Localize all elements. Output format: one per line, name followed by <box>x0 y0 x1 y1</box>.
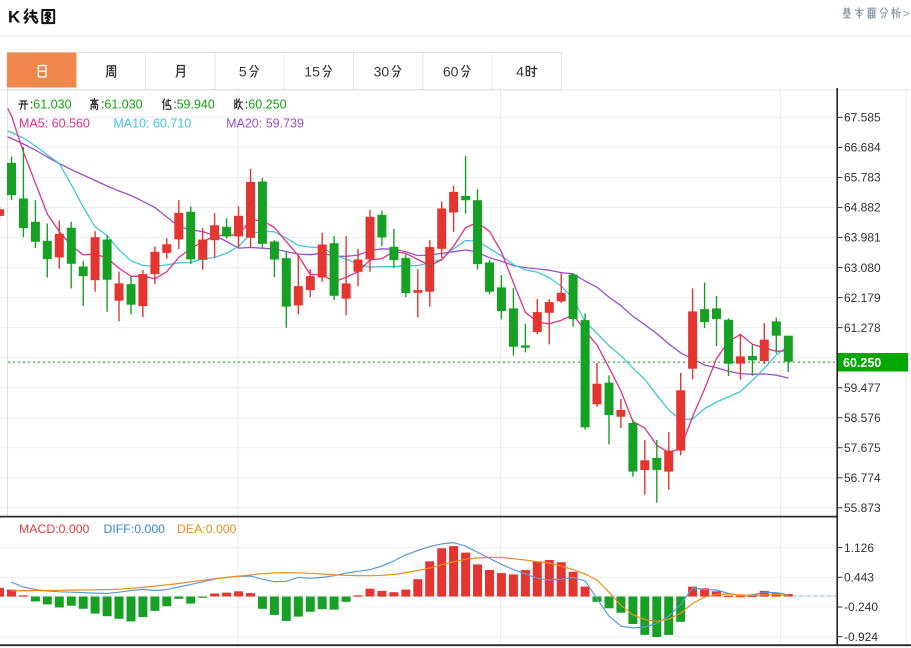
svg-text:-0.240: -0.240 <box>844 600 878 614</box>
svg-text:MA10: 60.710: MA10: 60.710 <box>113 116 191 130</box>
svg-text:MACD:0.000: MACD:0.000 <box>19 522 90 536</box>
svg-text:30: 30 <box>374 64 390 80</box>
svg-text:59.940: 59.940 <box>177 98 215 112</box>
svg-text:15: 15 <box>304 64 320 80</box>
svg-text::: : <box>30 98 33 112</box>
svg-text:4: 4 <box>516 64 524 80</box>
svg-text:1.126: 1.126 <box>844 541 874 555</box>
svg-text::: : <box>245 98 248 112</box>
svg-text:0.443: 0.443 <box>844 571 874 585</box>
svg-text:66.684: 66.684 <box>844 141 881 155</box>
svg-text::: : <box>173 98 176 112</box>
svg-text::: : <box>101 98 104 112</box>
svg-text:59.477: 59.477 <box>844 381 881 395</box>
svg-text:56.774: 56.774 <box>844 471 881 485</box>
svg-text:62.179: 62.179 <box>844 291 881 305</box>
svg-text:64.882: 64.882 <box>844 201 881 215</box>
svg-text:5: 5 <box>239 64 247 80</box>
svg-text:MA5: 60.560: MA5: 60.560 <box>19 116 90 130</box>
svg-text:>: > <box>903 6 910 20</box>
svg-text:57.675: 57.675 <box>844 441 881 455</box>
svg-text:61.030: 61.030 <box>33 98 71 112</box>
svg-text:DEA:0.000: DEA:0.000 <box>177 522 237 536</box>
svg-text:MA20: 59.739: MA20: 59.739 <box>226 116 304 130</box>
svg-text:60.250: 60.250 <box>248 98 286 112</box>
svg-text:65.783: 65.783 <box>844 171 881 185</box>
svg-text:K: K <box>8 8 21 27</box>
svg-text:61.278: 61.278 <box>844 321 881 335</box>
svg-text:63.981: 63.981 <box>844 231 881 245</box>
svg-text:61.030: 61.030 <box>104 98 142 112</box>
svg-text:63.080: 63.080 <box>844 261 881 275</box>
svg-text:67.585: 67.585 <box>844 111 881 125</box>
svg-text:DIFF:0.000: DIFF:0.000 <box>104 522 166 536</box>
svg-text:-0.924: -0.924 <box>844 630 878 644</box>
svg-text:60: 60 <box>443 64 459 80</box>
svg-text:55.873: 55.873 <box>844 501 881 515</box>
svg-text:60.250: 60.250 <box>843 356 881 370</box>
svg-text:58.576: 58.576 <box>844 411 881 425</box>
